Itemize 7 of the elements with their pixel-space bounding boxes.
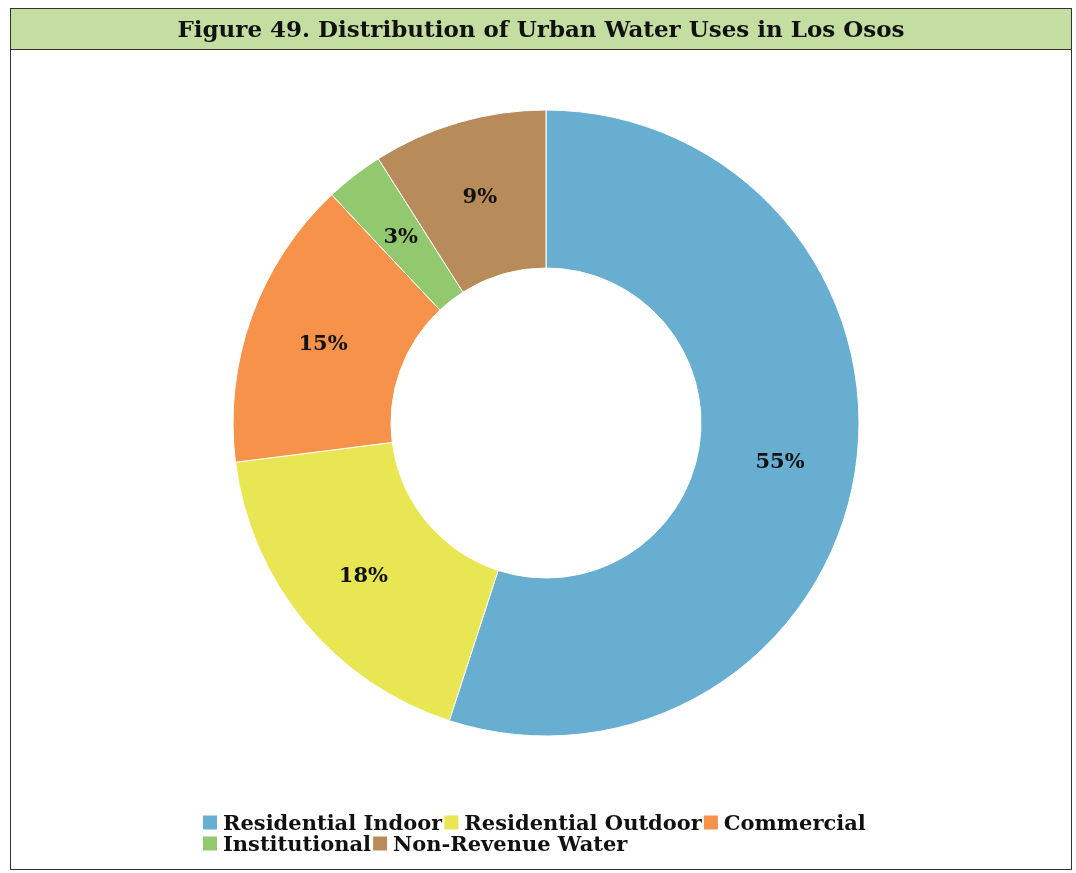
data-label: 9% bbox=[462, 182, 498, 208]
data-label: 3% bbox=[383, 223, 419, 249]
data-label: 18% bbox=[338, 561, 389, 587]
legend-label: Commercial bbox=[723, 810, 866, 835]
data-label: 15% bbox=[298, 330, 348, 356]
chart-title: Figure 49. Distribution of Urban Water Uses in Los Osos bbox=[11, 9, 1071, 50]
data-label: 55% bbox=[755, 447, 805, 473]
